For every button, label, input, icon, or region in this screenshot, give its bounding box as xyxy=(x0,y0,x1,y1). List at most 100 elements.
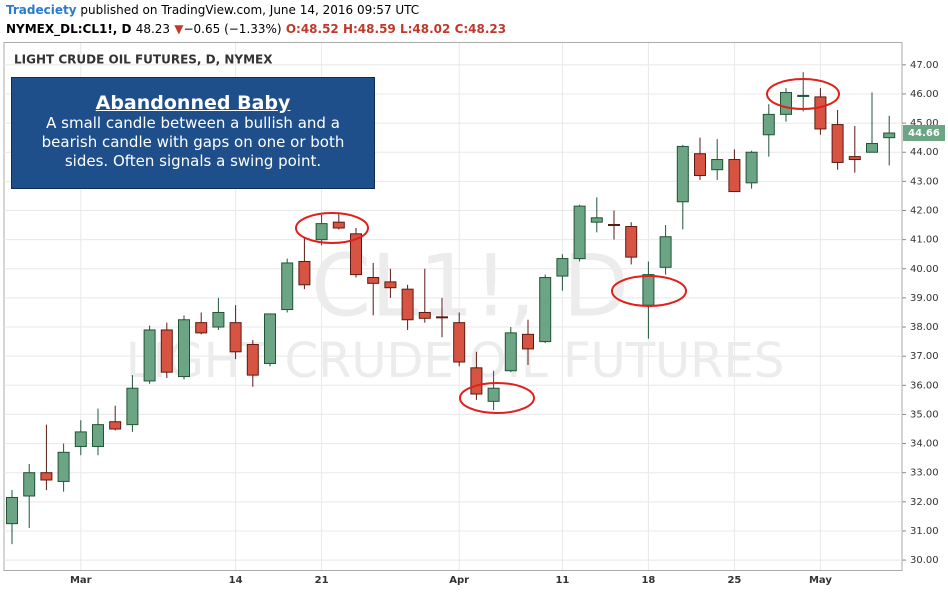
y-tick-label: 44.00 xyxy=(910,147,939,158)
close: C:48.23 xyxy=(454,22,507,36)
candle-body xyxy=(212,311,225,328)
x-tick-label: 11 xyxy=(555,575,569,586)
candle-body xyxy=(504,332,517,372)
candle-body xyxy=(384,281,397,289)
candle-body xyxy=(436,316,448,319)
y-tick-label: 42.00 xyxy=(910,206,939,217)
annotation-box: Abandonned Baby A small candle between a … xyxy=(11,77,375,189)
candle-body xyxy=(350,233,362,276)
candle-body xyxy=(281,262,294,311)
y-tick-label: 38.00 xyxy=(910,322,939,333)
candle-body xyxy=(573,205,586,260)
candle-body xyxy=(659,236,672,268)
candle-body xyxy=(367,277,380,284)
candle-body xyxy=(470,367,483,395)
y-tick-label: 36.00 xyxy=(910,380,939,391)
candle-body xyxy=(246,344,259,376)
candle-body xyxy=(264,313,276,364)
y-tick-label: 43.00 xyxy=(910,176,939,187)
candle-body xyxy=(6,496,18,525)
candle-body xyxy=(315,223,328,241)
y-tick-label: 32.00 xyxy=(910,497,939,508)
last-price-tag xyxy=(903,125,945,142)
annotation-text: A small candle between a bullish and a b… xyxy=(41,114,345,170)
x-tick-label: 25 xyxy=(727,575,741,586)
candle-body xyxy=(40,472,53,481)
y-tick-label: 31.00 xyxy=(910,526,939,537)
candle-body xyxy=(453,322,466,363)
candle-body xyxy=(539,277,552,343)
y-tick-label: 30.00 xyxy=(910,555,939,566)
candle-body xyxy=(74,431,87,447)
y-tick-label: 45.00 xyxy=(910,118,939,129)
y-tick-label: 47.00 xyxy=(910,60,939,71)
candle-body xyxy=(625,226,638,258)
last: 48.23 xyxy=(135,22,171,36)
candle-body xyxy=(418,311,431,319)
y-tick-label: 34.00 xyxy=(910,439,939,450)
y-tick-label: 33.00 xyxy=(910,468,939,479)
candle-body xyxy=(332,221,345,229)
x-tick-label: Apr xyxy=(449,575,469,586)
highlight xyxy=(766,78,840,110)
x-tick-label: 21 xyxy=(315,575,329,586)
candle-body xyxy=(487,387,500,402)
candle-body xyxy=(728,159,741,193)
candle-body xyxy=(92,424,104,447)
candle-body xyxy=(178,319,190,378)
candle-body xyxy=(780,92,792,115)
candle-body xyxy=(143,329,156,382)
candle-body xyxy=(590,217,603,223)
open: O:48.52 xyxy=(285,22,339,36)
y-tick-label: 35.00 xyxy=(910,409,939,420)
highlight xyxy=(611,275,687,307)
candle-body xyxy=(229,322,242,353)
candle-body xyxy=(608,223,620,226)
candle-body xyxy=(711,159,724,171)
candle-body xyxy=(109,421,122,430)
header: Tradeciety published on TradingView.com,… xyxy=(6,3,419,17)
candle-body xyxy=(401,288,414,321)
candle-body xyxy=(745,151,758,184)
symbol: NYMEX_DL:CL1!, D xyxy=(6,22,132,36)
y-tick-label: 46.00 xyxy=(910,89,939,100)
x-tick-label: May xyxy=(809,575,832,586)
candle-body xyxy=(814,96,827,130)
candle-body xyxy=(848,156,861,161)
x-tick-label: Mar xyxy=(70,575,92,586)
candle-body xyxy=(160,329,173,373)
change: −0.65 (−1.33%) xyxy=(183,22,282,36)
low: L:48.02 xyxy=(399,22,451,36)
annotation-title: Abandonned Baby xyxy=(95,92,291,114)
candle-body xyxy=(676,145,689,203)
y-tick-label: 37.00 xyxy=(910,351,939,362)
x-tick-label: 14 xyxy=(229,575,243,586)
x-tick-label: 18 xyxy=(641,575,655,586)
highlight xyxy=(295,212,369,244)
candle-body xyxy=(298,260,311,286)
highlight xyxy=(459,382,535,414)
y-tick-label: 40.00 xyxy=(910,264,939,275)
candle-body xyxy=(195,322,208,334)
publisher-link[interactable]: Tradeciety xyxy=(6,3,77,17)
arrow: ▼ xyxy=(174,22,184,36)
candle-body xyxy=(23,472,36,497)
last-price-label: 44.66 xyxy=(908,128,940,139)
chart-title: LIGHT CRUDE OIL FUTURES, D, NYMEX xyxy=(14,53,273,67)
candle-body xyxy=(866,143,878,153)
candle-body xyxy=(522,333,534,350)
candle-body xyxy=(642,274,655,306)
candle-body xyxy=(762,113,775,136)
candle-body xyxy=(797,94,810,97)
candle-body xyxy=(831,124,844,163)
y-tick-label: 39.00 xyxy=(910,293,939,304)
symbol-bar: NYMEX_DL:CL1!, D 48.23 ▼−0.65 (−1.33%) O… xyxy=(6,22,506,36)
published-info: published on TradingView.com, June 14, 2… xyxy=(80,3,420,17)
high: H:48.59 xyxy=(342,22,396,36)
candle-body xyxy=(126,387,139,426)
candle-body xyxy=(883,132,896,139)
candle-body xyxy=(694,153,706,177)
candle-body xyxy=(556,258,569,277)
y-tick-label: 41.00 xyxy=(910,235,939,246)
